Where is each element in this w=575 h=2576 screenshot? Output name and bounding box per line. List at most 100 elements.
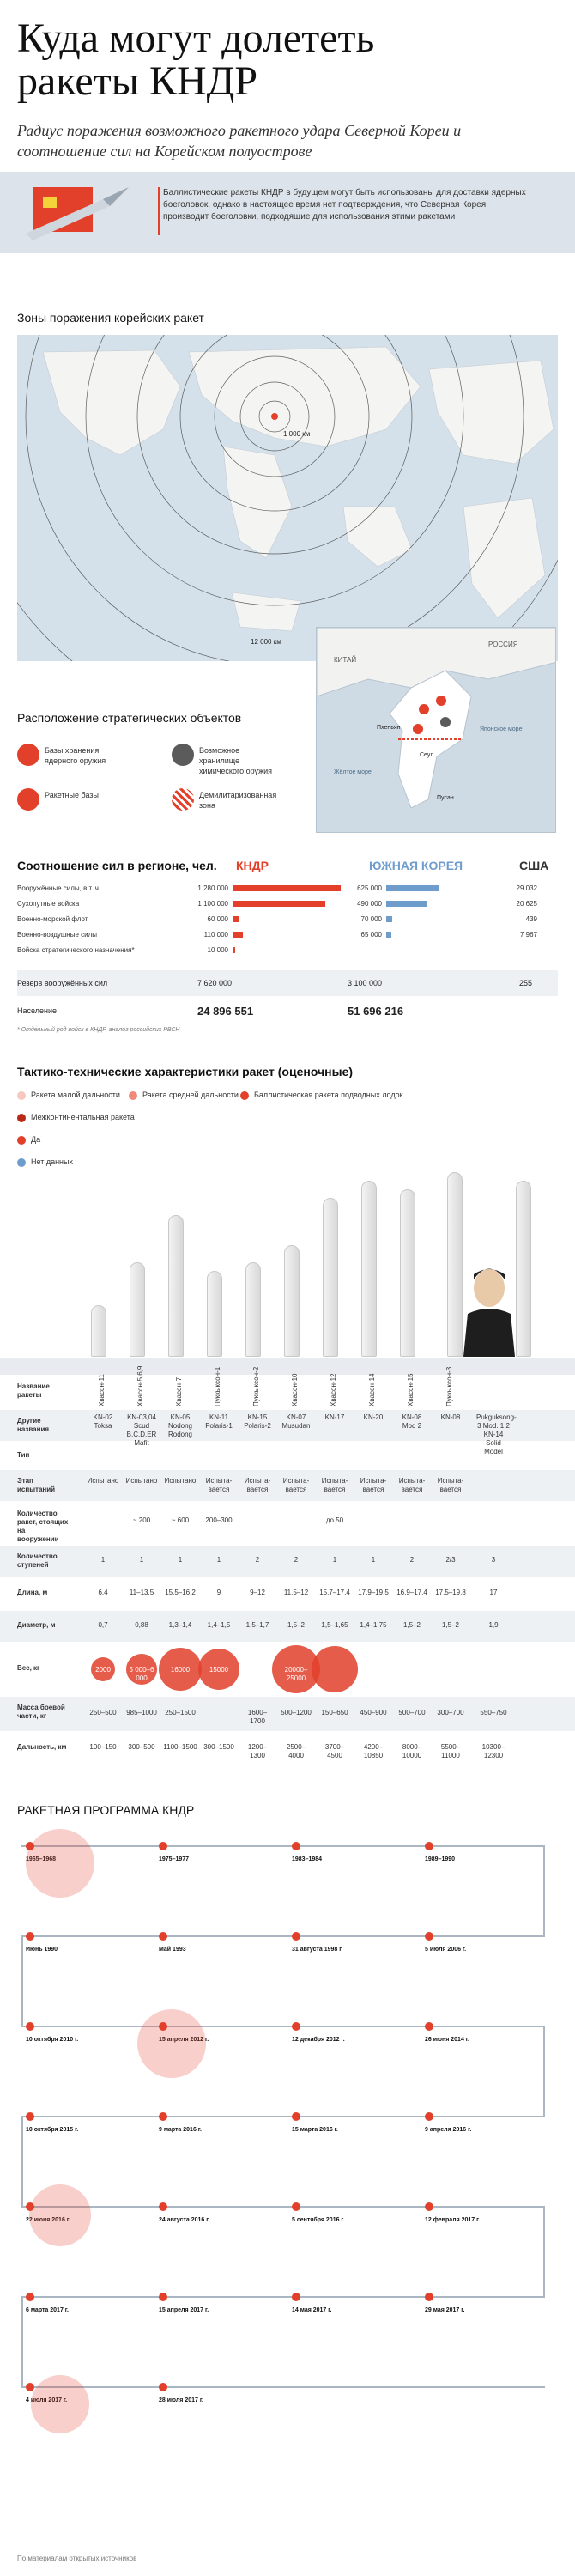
missile-hwasong-7: [168, 1215, 184, 1357]
timeline-dot: [159, 2383, 167, 2391]
table-cell: 15000: [209, 1666, 229, 1674]
table-cell: 2500–4000: [286, 1743, 306, 1759]
missile-name: Пуккыксон-3: [445, 1366, 453, 1406]
missile-name: Хвасон-12: [330, 1373, 337, 1406]
missile-pukguksong-3: [516, 1181, 531, 1357]
timeline-dot: [292, 1932, 300, 1941]
timeline-event: 24 августа 2016 г.: [159, 2216, 279, 2224]
table-cell: 15,7–17,4: [319, 1589, 350, 1596]
table-cell: 250–500: [89, 1709, 117, 1716]
forces-bar-sk: [386, 932, 392, 938]
korea-inset-map: РОССИЯ КИТАЙ Японское море Жёлтое море П…: [316, 627, 556, 833]
table-cell: 5500–11000: [440, 1743, 461, 1759]
table-cell: KN-02 Toksa: [93, 1413, 113, 1430]
table-cell: 1,4–1,75: [360, 1621, 387, 1629]
forces-row: Военно-воздушные силы 110 000 65 000 7 967: [17, 927, 558, 943]
missile-hwasong-14: [400, 1189, 415, 1357]
table-cell: 500–700: [398, 1709, 426, 1716]
event-date: 1965–1968: [26, 1856, 57, 1862]
forces-value-us: 439: [525, 915, 537, 923]
table-cell: 1,5–2: [402, 1621, 421, 1629]
table-cell: 6,4: [98, 1589, 108, 1596]
forces-value-nk: 10 000: [207, 946, 228, 954]
legend-medium-range: Ракета средней дальности: [129, 1091, 239, 1100]
event-date: 6 марта 2017 г.: [26, 2307, 69, 2313]
timeline-event: 28 июля 2017 г.: [159, 2397, 279, 2404]
table-cell: 1100–1500: [163, 1743, 197, 1751]
forces-value-sk: 625 000: [357, 884, 382, 892]
table-cell: 550–750: [480, 1709, 507, 1716]
table-cell: Испыта-вается: [205, 1477, 233, 1493]
missile-hwasong-10: [284, 1245, 300, 1357]
col-sk: ЮЖНАЯ КОРЕЯ: [369, 859, 463, 872]
timeline-event: 26 июня 2014 г.: [425, 2036, 545, 2044]
table-cell: 0,7: [98, 1621, 108, 1629]
source-note: По материалам открытых источников: [17, 2555, 137, 2562]
timeline-dot: [159, 1842, 167, 1850]
table-row-weight: Вес, кг 2000 5 000–6 000 16000 15000 20000–2…: [0, 1643, 575, 1695]
timeline-event: 6 марта 2017 г.: [26, 2306, 146, 2314]
table-cell: 1600–1700: [247, 1709, 268, 1725]
event-date: 1983–1984: [292, 1856, 323, 1862]
strategic-title: Расположение стратегических объектов: [17, 711, 242, 725]
forces-value-us: 20 625: [516, 900, 537, 908]
missile-hwasong-11: [91, 1305, 106, 1357]
table-cell: Испыта-вается: [244, 1477, 271, 1493]
timeline-event: 9 марта 2016 г.: [159, 2126, 279, 2134]
table-cell: 1200–1300: [247, 1743, 268, 1759]
weight-bubble: [312, 1646, 358, 1692]
event-date: 12 декабря 2012 г.: [292, 2037, 345, 2043]
table-cell: 300–500: [128, 1743, 155, 1751]
world-map: 1 000 км 12 000 км: [17, 335, 558, 661]
table-cell: 16,9–17,4: [396, 1589, 427, 1596]
table-cell: Испыта-вается: [360, 1477, 387, 1493]
table-cell: 11–13,5: [129, 1589, 154, 1596]
timeline-dot: [26, 2022, 34, 2031]
missile-name: Хвасон-5,6,9: [136, 1365, 144, 1406]
timeline-halo: [137, 2009, 206, 2078]
timeline-dot: [26, 1842, 34, 1850]
missile-name: Хвасон-7: [175, 1376, 183, 1406]
event-date: 12 февраля 2017 г.: [425, 2217, 481, 2223]
weight-bubble: [159, 1648, 202, 1691]
table-cell: 0,88: [135, 1621, 148, 1629]
svg-text:Пхеньян: Пхеньян: [377, 725, 401, 731]
table-row-length: Длина, м 6,4 11–13,5 15,5–16,2 9 9–12 11,5–12…: [0, 1578, 575, 1609]
table-cell: 11,5–12: [283, 1589, 309, 1596]
weight-bubble: [91, 1657, 115, 1681]
timeline-event: 5 июля 2006 г.: [425, 1946, 545, 1953]
table-row-diameter: Диаметр, м 0,7 0,88 1,3–1,4 1,4–1,5 1,5–1,7 1…: [0, 1611, 575, 1642]
event-date: Июнь 1990: [26, 1947, 58, 1953]
table-cell: 1,5–1,7: [245, 1621, 269, 1629]
forces-bar-nk: [233, 885, 341, 891]
table-cell: 9–12: [250, 1589, 265, 1596]
population-row: Население 24 896 551 51 696 216: [17, 998, 558, 1024]
table-cell: 17: [489, 1589, 498, 1596]
program-section: РАКЕТНАЯ ПРОГРАММА КНДР: [17, 1803, 558, 1817]
event-date: 26 июня 2014 г.: [425, 2037, 469, 2043]
timeline-event: 1989–1990: [425, 1856, 545, 1863]
table-cell: 2000: [95, 1666, 111, 1674]
table-cell: 985–1000: [126, 1709, 157, 1716]
missile-lineup: [0, 1073, 575, 1357]
timeline-line: [21, 2296, 545, 2298]
timeline-line: [21, 2116, 545, 2117]
table-cell: KN-05 Nodong Rodong: [167, 1413, 193, 1438]
timeline-connector: [543, 1845, 545, 1935]
timeline-event: 5 сентября 2016 г.: [292, 2216, 412, 2224]
radiation-icon: [17, 744, 39, 766]
forces-bar-nk: [233, 916, 239, 922]
table-cell: 1,3–1,4: [168, 1621, 192, 1629]
table-row-range: Дальность, км 100–150 300–500 1100–1500 300…: [0, 1733, 575, 1764]
svg-text:РОССИЯ: РОССИЯ: [488, 641, 518, 648]
table-cell: 100–150: [89, 1743, 117, 1751]
timeline-event: 15 апреля 2017 г.: [159, 2306, 279, 2314]
table-cell: 16000: [170, 1666, 191, 1674]
table-row-tests: Этап испытаний Испытано Испытано Испытано И…: [0, 1470, 575, 1501]
timeline-dot: [26, 2202, 34, 2211]
timeline-event: 10 октября 2015 г.: [26, 2126, 146, 2134]
event-date: 24 августа 2016 г.: [159, 2217, 210, 2223]
table-cell: 2: [294, 1556, 299, 1564]
table-cell: KN-11 Polaris-1: [205, 1413, 233, 1430]
table-cell: 1: [216, 1556, 221, 1564]
